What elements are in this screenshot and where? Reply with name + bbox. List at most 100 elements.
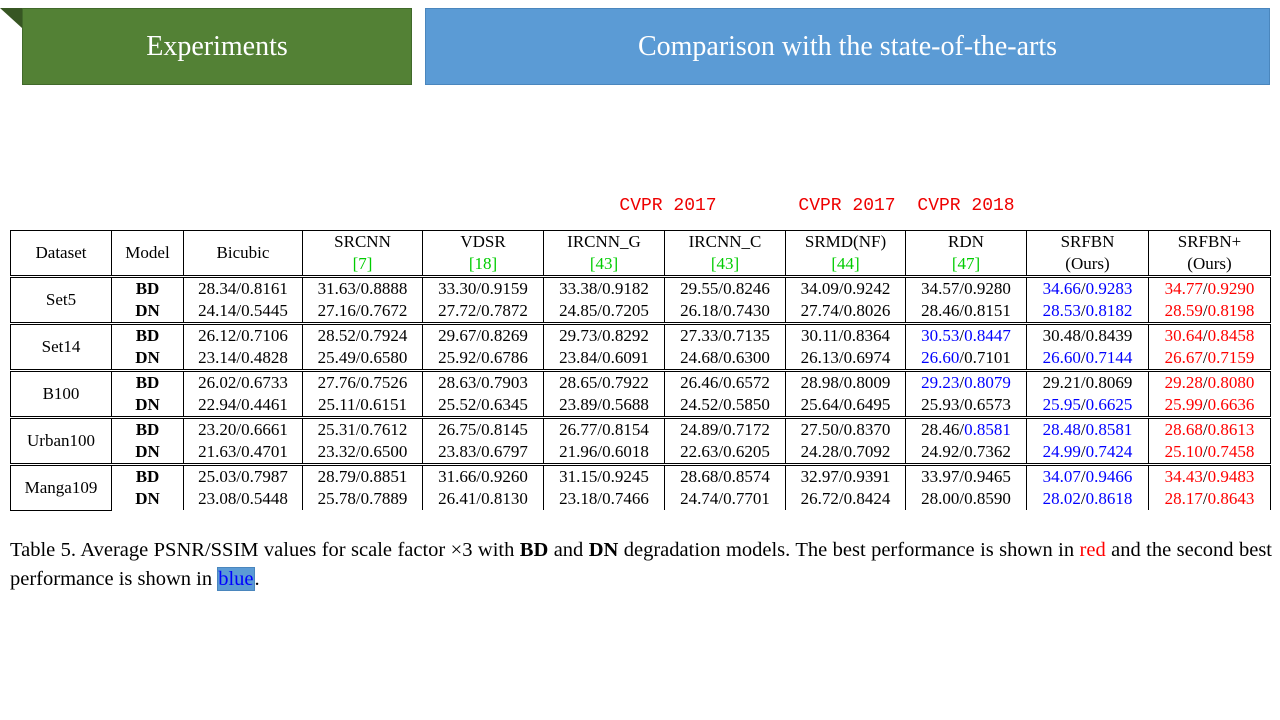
metric-cell: 25.52/0.6345: [422, 394, 544, 418]
psnr-value: 26.77: [559, 420, 598, 439]
metric-cell: 23.83/0.6797: [422, 441, 544, 465]
metric-cell: 27.33/0.7135: [664, 323, 786, 347]
metric-cell: 28.46/0.8151: [905, 300, 1027, 324]
separator: /: [1202, 301, 1208, 320]
ssim-value: 0.8888: [360, 279, 408, 298]
data-row: DN 24.14/0.5445 27.16/0.7672 27.72/0.7872 24…: [11, 300, 1271, 324]
separator: /: [718, 395, 724, 414]
psnr-value: 31.66: [438, 467, 477, 486]
psnr-value: 27.50: [800, 420, 839, 439]
separator: /: [1202, 348, 1208, 367]
metric-cell: 33.30/0.9159: [422, 276, 544, 300]
separator: /: [476, 442, 482, 461]
column-header: SRMD(NF) [44]: [785, 230, 906, 277]
separator: /: [355, 348, 361, 367]
psnr-value: 25.31: [317, 420, 356, 439]
separator: /: [1202, 326, 1208, 345]
psnr-value: 30.53: [921, 326, 960, 345]
ssim-value: 0.7466: [602, 489, 649, 508]
psnr-value: 34.77: [1164, 279, 1203, 298]
data-row: Urban100 BD 23.20/0.6661 25.31/0.7612 26.75/…: [10, 417, 1271, 465]
caption-text: and: [548, 539, 589, 561]
data-row: B100 BD 26.02/0.6733 27.76/0.7526 28.63/0.79…: [10, 370, 1271, 418]
separator: /: [476, 279, 482, 298]
metric-cell: 28.46/0.8581: [905, 417, 1027, 441]
separator: /: [476, 373, 482, 392]
separator: /: [959, 467, 965, 486]
metric-cell: 23.84/0.6091: [543, 347, 665, 371]
column-name: RDN: [948, 232, 984, 251]
metric-cell: 24.14/0.5445: [183, 300, 303, 324]
separator: /: [597, 279, 603, 298]
separator: /: [1202, 395, 1208, 414]
metric-cell: 26.13/0.6974: [785, 347, 906, 371]
separator: /: [838, 489, 844, 508]
separator: /: [959, 326, 965, 345]
separator: /: [838, 420, 844, 439]
separator: /: [236, 420, 242, 439]
ssim-value: 0.8080: [1207, 373, 1255, 392]
psnr-value: 34.66: [1042, 279, 1081, 298]
column-header: Bicubic: [183, 230, 303, 277]
separator: /: [838, 348, 844, 367]
ssim-value: 0.8069: [1085, 373, 1133, 392]
psnr-value: 32.97: [800, 467, 839, 486]
ssim-value: 0.6091: [602, 348, 649, 367]
metric-cell: 26.67/0.7159: [1148, 347, 1271, 371]
metric-cell: 23.32/0.6500: [302, 441, 423, 465]
ssim-value: 0.6151: [360, 395, 408, 414]
slide-title: Comparison with the state-of-the-arts: [425, 8, 1270, 85]
dataset-name: Set5: [10, 276, 112, 324]
ssim-value: 0.7672: [360, 301, 408, 320]
column-header: SRFBN+ (Ours): [1148, 230, 1271, 277]
ssim-value: 0.8269: [481, 326, 528, 345]
psnr-value: 28.63: [438, 373, 477, 392]
psnr-value: 26.72: [800, 489, 839, 508]
separator: /: [236, 395, 242, 414]
ssim-value: 0.6300: [723, 348, 770, 367]
metric-cell: 24.89/0.7172: [664, 417, 786, 441]
metric-cell: 34.07/0.9466: [1026, 464, 1149, 488]
metric-cell: 26.60/0.7101: [905, 347, 1027, 371]
caption-text: and the second best performance is shown…: [10, 539, 1272, 590]
metric-cell: 24.74/0.7701: [664, 488, 786, 510]
model-name: DN: [111, 300, 184, 324]
caption-text: blue: [217, 567, 255, 591]
model-name: BD: [111, 323, 184, 347]
metric-cell: 34.77/0.9290: [1148, 276, 1271, 300]
ssim-value: 0.9242: [843, 279, 891, 298]
reference: [44]: [831, 254, 860, 273]
separator: /: [1202, 467, 1208, 486]
separator: /: [1080, 348, 1086, 367]
psnr-value: 28.68: [1164, 420, 1203, 439]
column-name: VDSR: [460, 232, 506, 251]
psnr-value: 28.00: [921, 489, 960, 508]
separator: /: [1080, 489, 1086, 508]
column-header: IRCNN_G [43]: [543, 230, 665, 277]
column-name: Bicubic: [216, 243, 270, 262]
column-header: Dataset: [10, 230, 112, 277]
psnr-value: 24.99: [1042, 442, 1081, 461]
column-header: RDN [47]: [905, 230, 1027, 277]
ssim-value: 0.8161: [241, 279, 288, 298]
ssim-value: 0.7526: [360, 373, 408, 392]
ssim-value: 0.7159: [1207, 348, 1255, 367]
separator: /: [718, 489, 724, 508]
psnr-value: 22.94: [198, 395, 237, 414]
ssim-value: 0.7922: [602, 373, 649, 392]
metric-cell: 34.66/0.9283: [1026, 276, 1149, 300]
metric-cell: 23.20/0.6661: [183, 417, 303, 441]
ssim-value: 0.7205: [602, 301, 649, 320]
metric-cell: 22.63/0.6205: [664, 441, 786, 465]
ssim-value: 0.9182: [602, 279, 649, 298]
psnr-value: 26.67: [1164, 348, 1203, 367]
separator: /: [959, 348, 965, 367]
ssim-value: 0.6018: [602, 442, 649, 461]
column-name: SRCNN: [334, 232, 391, 251]
psnr-value: 34.43: [1164, 467, 1203, 486]
separator: /: [476, 467, 482, 486]
separator: /: [718, 348, 724, 367]
separator: /: [355, 395, 361, 414]
caption-text: red: [1079, 539, 1106, 561]
separator: /: [1080, 395, 1086, 414]
